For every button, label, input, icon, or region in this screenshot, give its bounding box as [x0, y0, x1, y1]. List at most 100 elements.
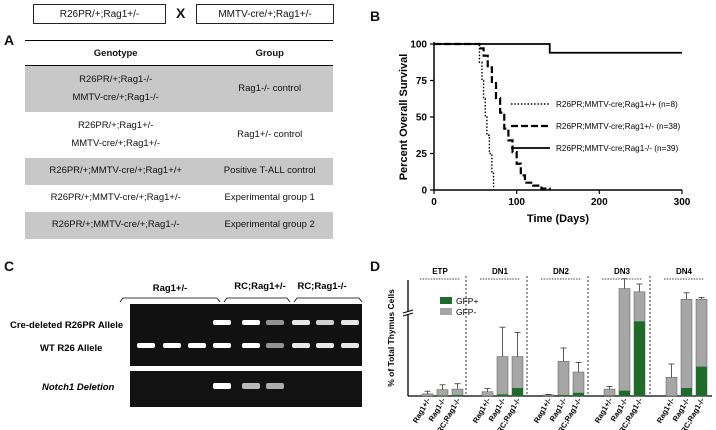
- survival-curve: [434, 43, 682, 54]
- y-axis-label: % of Total Thymus Cells: [386, 289, 396, 387]
- gel-bracket: [223, 297, 291, 303]
- genotype-cell: R26PR/+;MMTV-cre/+;Rag1+/+: [25, 157, 207, 185]
- gel-group-label: RC;Rag1-/-: [297, 281, 346, 292]
- bar-gfp-neg: [481, 391, 494, 397]
- axis-break: [402, 311, 414, 315]
- genotype-cell: MMTV-cre/+;Rag1-/-: [72, 91, 159, 103]
- group-cell: Experimental group 1: [206, 184, 333, 212]
- cross-parent-right-label: MMTV-cre/+;Rag1+/-: [218, 8, 312, 20]
- x-tick-label: 200: [591, 197, 608, 208]
- gel-bracket: [293, 297, 363, 303]
- genotype-cell: MMTV-cre/+;Rag1+/-: [71, 137, 161, 149]
- gel-band: [316, 320, 334, 325]
- group-label: DN3: [614, 267, 631, 276]
- gel-band-label: Notch1 Deletion: [42, 382, 115, 393]
- survival-curve: [434, 43, 495, 190]
- genotype-cell: R26PR/+;MMTV-cre/+;Rag1+/-: [25, 184, 207, 212]
- genotype-cell: R26PR/+;MMTV-cre/+;Rag1-/-: [25, 211, 207, 239]
- legend-label: R26PR;MMTV-cre;Rag1+/+ (n=8): [556, 100, 678, 109]
- bar-gfp-neg: [542, 394, 555, 397]
- bar-gfp-neg: [557, 361, 570, 397]
- bar-gfp-pos: [512, 388, 523, 396]
- genotype-cell: R26PR/+;Rag1+/-: [77, 119, 154, 131]
- gel-band: [266, 383, 284, 389]
- gel-band: [341, 320, 359, 325]
- gel-band: [292, 343, 310, 348]
- gel-band: [266, 343, 284, 348]
- y-axis-label: Percent Overall Survival: [398, 54, 410, 181]
- bar-gfp-neg: [496, 356, 509, 397]
- bar-gfp-pos: [604, 395, 615, 396]
- bar-gfp-neg: [572, 371, 585, 397]
- gel-group-label: Rag1+/-: [153, 283, 188, 294]
- table-header-group: Group: [206, 40, 333, 66]
- cross-symbol: X: [176, 5, 186, 21]
- bar-gfp-neg: [603, 388, 616, 397]
- bar-gfp-pos: [497, 394, 508, 396]
- gel-band: [137, 343, 155, 348]
- gel-band: [292, 320, 310, 325]
- bar-gfp-pos: [619, 390, 630, 396]
- bar-gfp-pos: [696, 366, 707, 396]
- survival-curve: [434, 42, 551, 190]
- table-row: R26PR/+;Rag1+/- MMTV-cre/+;Rag1+/- Rag1+/…: [25, 111, 333, 158]
- bar-gfp-pos: [437, 395, 448, 396]
- x-axis-label: Time (Days): [527, 213, 589, 225]
- gel-band: [163, 343, 181, 348]
- gel-band: [213, 320, 231, 325]
- group-label: DN2: [553, 267, 570, 276]
- gel-band: [242, 320, 260, 325]
- cross-parent-left: R26PR/+;Rag1+/-: [33, 4, 166, 24]
- legend-label: R26PR;MMTV-cre;Rag1+/- (n=38): [556, 122, 680, 131]
- legend-swatch: [440, 308, 452, 315]
- y-tick-label: 50: [416, 113, 428, 124]
- y-tick-label: 75: [416, 76, 428, 87]
- x-tick-label: 100: [508, 197, 525, 208]
- table-header-genotype: Genotype: [25, 40, 207, 66]
- bar-gfp-neg: [421, 393, 434, 397]
- gel-bracket: [119, 297, 221, 303]
- cross-parent-right: MMTV-cre/+;Rag1+/-: [196, 4, 334, 24]
- bar-gfp-pos: [558, 394, 569, 396]
- y-tick-label: 100: [410, 40, 427, 51]
- bar-gfp-neg: [618, 288, 631, 397]
- legend-label: GFP+: [456, 296, 478, 306]
- panel-letter-b: B: [370, 8, 381, 24]
- bar-gfp-neg: [665, 377, 678, 397]
- bar-gfp-pos: [681, 388, 692, 396]
- bar-gfp-neg: [680, 299, 693, 397]
- table-row: R26PR/+;MMTV-cre/+;Rag1+/- Experimental …: [25, 184, 333, 212]
- gel-band-label: WT R26 Allele: [40, 343, 102, 354]
- legend-swatch: [440, 297, 452, 304]
- axis-break-mark: [402, 309, 414, 314]
- gel-band: [242, 383, 260, 389]
- group-cell: Positive T-ALL control: [206, 157, 333, 185]
- gel-band: [341, 343, 359, 348]
- panel-letter-c: C: [4, 258, 15, 274]
- bar-gfp-neg: [436, 389, 449, 397]
- y-tick-label: 25: [416, 149, 428, 160]
- gel-group-label: RC;Rag1+/-: [234, 281, 285, 292]
- gel-band: [242, 343, 260, 348]
- table-row: R26PR/+;MMTV-cre/+;Rag1+/+ Positive T-AL…: [25, 157, 333, 185]
- gel-top-image: [130, 304, 362, 366]
- gel-band: [213, 343, 231, 348]
- panel-letter-d: D: [370, 258, 381, 274]
- axis-break-mark: [402, 312, 414, 317]
- group-label: ETP: [432, 267, 448, 276]
- gel-band-label: Cre-deleted R26PR Allele: [10, 320, 123, 331]
- table-row: R26PR/+;MMTV-cre/+;Rag1-/- Experimental …: [25, 211, 333, 239]
- genotype-table: Genotype Group R26PR/+;Rag1-/- MMTV-cre/+…: [25, 40, 333, 239]
- group-cell: Rag1+/- control: [206, 111, 333, 158]
- x-tick-label: 0: [431, 197, 437, 208]
- bar-gfp-pos: [452, 394, 463, 396]
- y-tick-label: 0: [421, 186, 427, 197]
- gel-band: [316, 343, 334, 348]
- genotype-cell: R26PR/+;Rag1-/-: [79, 73, 153, 85]
- group-label: DN4: [676, 267, 693, 276]
- bar-gfp-pos: [573, 392, 584, 396]
- gel-band: [213, 383, 231, 389]
- group-cell: Rag1-/- control: [206, 65, 333, 112]
